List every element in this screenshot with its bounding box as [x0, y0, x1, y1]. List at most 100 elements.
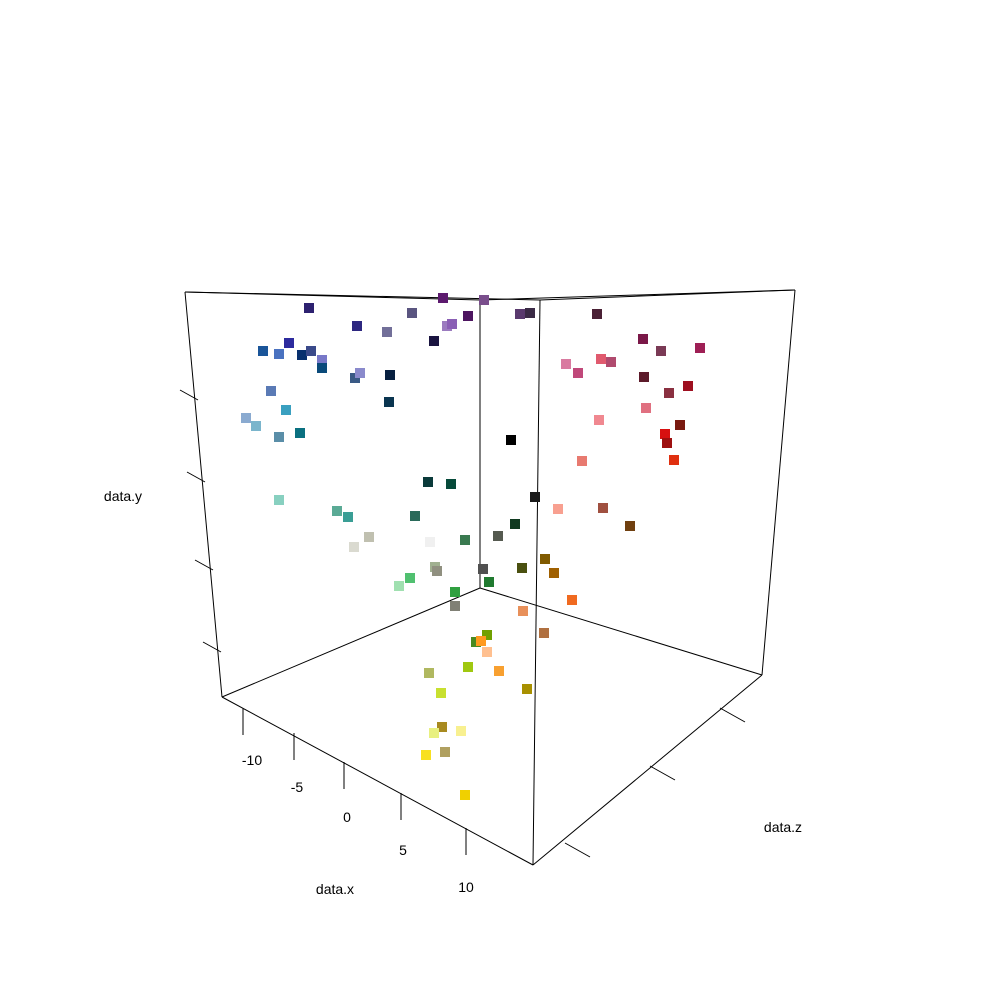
data-point [675, 420, 685, 430]
x-tick-label: 10 [458, 879, 474, 895]
data-point [440, 747, 450, 757]
data-point [429, 336, 439, 346]
x-axis-ticks [242, 708, 467, 855]
data-point [317, 355, 327, 365]
data-point [317, 363, 327, 373]
z-axis-ticks [564, 707, 746, 858]
data-point [297, 350, 307, 360]
data-point [274, 432, 284, 442]
data-point [638, 334, 648, 344]
data-point [266, 386, 276, 396]
data-point [530, 492, 540, 502]
data-point [446, 479, 456, 489]
data-point [258, 346, 268, 356]
data-point [482, 647, 492, 657]
data-point [656, 346, 666, 356]
data-point [355, 368, 365, 378]
data-point [596, 354, 606, 364]
x-tick-labels: -10 -5 0 5 10 [242, 752, 474, 895]
z-tick-mark [649, 765, 676, 781]
data-point [425, 537, 435, 547]
z-tick-mark [564, 842, 591, 858]
data-point [438, 293, 448, 303]
data-point [432, 566, 442, 576]
data-point [506, 435, 516, 445]
data-point [594, 415, 604, 425]
data-point [577, 456, 587, 466]
box-edge [539, 289, 796, 301]
data-point [405, 573, 415, 583]
data-point [561, 359, 571, 369]
data-point [476, 636, 486, 646]
data-point [421, 750, 431, 760]
data-point [484, 577, 494, 587]
y-tick-mark [186, 471, 206, 483]
data-point [295, 428, 305, 438]
x-axis-label: data.x [316, 881, 354, 897]
box-edge [184, 291, 223, 698]
data-point [407, 308, 417, 318]
data-point [695, 343, 705, 353]
y-axis-ticks [179, 389, 222, 653]
data-point [540, 554, 550, 564]
data-point [669, 455, 679, 465]
data-point [436, 688, 446, 698]
data-point [423, 477, 433, 487]
data-point [251, 421, 261, 431]
data-point [510, 519, 520, 529]
data-point [515, 309, 525, 319]
data-point [463, 662, 473, 672]
box-edge [532, 674, 763, 866]
x-tick-label: -5 [291, 779, 304, 795]
data-point [518, 606, 528, 616]
data-point [639, 372, 649, 382]
data-point [598, 503, 608, 513]
y-tick-mark [202, 641, 222, 653]
data-point [567, 595, 577, 605]
data-point [281, 405, 291, 415]
data-point [343, 512, 353, 522]
data-point [450, 587, 460, 597]
data-point [382, 327, 392, 337]
data-point [662, 438, 672, 448]
data-point [447, 319, 457, 329]
data-point [394, 581, 404, 591]
box-edge [761, 289, 796, 676]
box-edge [479, 587, 763, 676]
data-point [352, 321, 362, 331]
data-point [450, 601, 460, 611]
box-edge [221, 587, 481, 698]
y-tick-mark [179, 389, 199, 401]
z-axis-label: data.z [764, 819, 802, 835]
bounding-box [184, 289, 796, 866]
data-point [660, 429, 670, 439]
data-point [573, 368, 583, 378]
data-point [525, 308, 535, 318]
y-axis-label: data.y [104, 488, 142, 504]
data-points [241, 293, 705, 800]
data-point [522, 684, 532, 694]
x-tick-label: -10 [242, 752, 262, 768]
data-point [494, 666, 504, 676]
data-point [493, 531, 503, 541]
data-point [385, 370, 395, 380]
data-point [479, 295, 489, 305]
y-tick-mark [194, 559, 214, 571]
data-point [592, 309, 602, 319]
data-point [384, 397, 394, 407]
data-point [284, 338, 294, 348]
data-point [460, 535, 470, 545]
data-point [463, 311, 473, 321]
data-point [364, 532, 374, 542]
data-point [424, 668, 434, 678]
data-point [332, 506, 342, 516]
data-point [539, 628, 549, 638]
x-tick-label: 0 [343, 809, 351, 825]
data-point [664, 388, 674, 398]
data-point [517, 563, 527, 573]
data-point [482, 630, 492, 640]
data-point [274, 495, 284, 505]
data-point [625, 521, 635, 531]
x-tick-label: 5 [399, 842, 407, 858]
